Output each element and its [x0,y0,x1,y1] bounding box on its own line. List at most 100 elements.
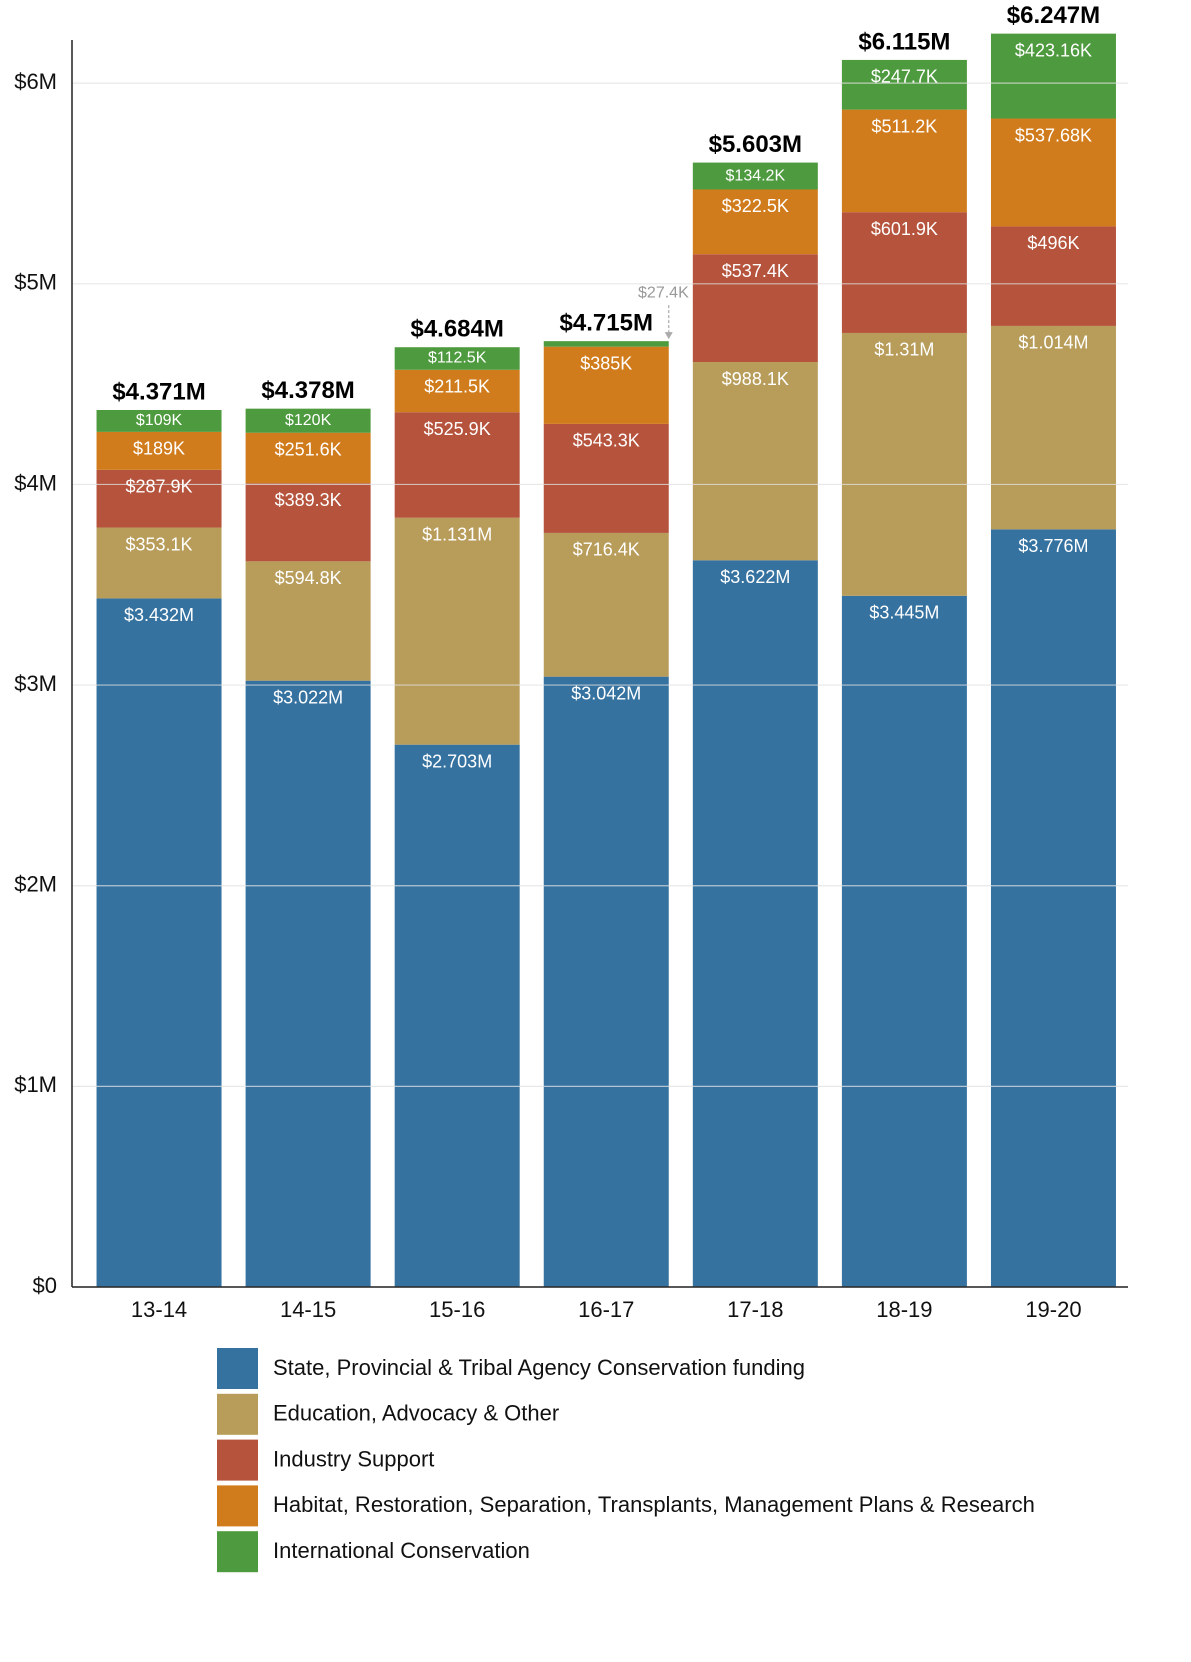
bar-segment [990,325,1116,530]
segment-label: $511.2K [872,116,938,136]
segment-label: $988.1K [722,369,789,389]
segment-label: $601.9K [871,219,938,239]
x-tick-label: 18-19 [876,1297,932,1322]
bar-segment [990,118,1116,227]
bar-segment [245,432,371,484]
segment-label: $496K [1027,233,1079,253]
y-tick-label: $0 [33,1273,57,1298]
segment-label: $385K [580,353,632,373]
segment-label: $3.445M [869,603,939,623]
bar-segment [841,595,967,1287]
segment-label: $537.4K [722,261,789,281]
total-label: $4.378M [261,377,354,404]
segment-label: $423.16K [1015,40,1092,60]
bar-segment [543,532,669,677]
bar-segment [96,410,222,432]
bar-segment [692,560,818,1287]
segment-label: $537.68K [1015,125,1092,145]
segment-label: $251.6K [275,439,342,459]
segment-label: $189K [133,439,185,459]
bar-segment [990,529,1116,1287]
total-label: $4.371M [112,378,205,405]
bar-segment [543,346,669,424]
segment-label: $1.131M [422,524,492,544]
bar-segment [96,431,222,470]
segment-label: $247.7K [871,67,938,87]
x-tick-label: 13-14 [131,1297,187,1322]
bar-segment [245,408,371,433]
bar-segment [692,162,818,190]
segment-label: $594.8K [275,568,342,588]
segment-label: $389.3K [275,490,342,510]
legend-swatch [217,1393,258,1435]
legend-label: Habitat, Restoration, Separation, Transp… [273,1492,1035,1517]
segment-label: $3.622M [720,567,790,587]
bar-segment [841,59,967,110]
bar-segment [245,680,371,1287]
bar-segment [96,469,222,528]
bar-segment [96,527,222,599]
segment-label: $3.022M [273,687,343,707]
y-tick-label: $3M [14,671,57,696]
bar-segment [841,332,967,596]
total-label: $5.603M [709,131,802,158]
bar-segment [692,254,818,363]
bar-segment [990,226,1116,326]
legend-swatch [217,1348,258,1389]
legend-label: International Conservation [273,1538,530,1563]
x-tick-label: 17-18 [727,1297,783,1322]
total-label: $6.115M [858,28,950,55]
segment-label: $120K [285,412,332,429]
bar-segment [990,33,1116,119]
legend-swatch [217,1439,258,1481]
bar-segment [841,109,967,213]
segment-label: $134.2K [726,167,786,184]
bar-segment [841,212,967,333]
bar-segment [96,598,222,1287]
total-label: $6.247M [1007,2,1100,29]
bar-segment [394,517,520,745]
total-label: $4.684M [410,316,503,343]
x-tick-label: 16-17 [578,1297,634,1322]
y-tick-label: $1M [14,1072,57,1097]
legend-label: Industry Support [273,1446,434,1471]
legend-label: Education, Advocacy & Other [273,1401,559,1426]
y-tick-label: $6M [14,69,57,94]
bar-segment [692,189,818,255]
segment-label: $3.432M [124,605,194,625]
segment-label: $2.703M [422,751,492,771]
segment-label: $525.9K [424,419,491,439]
segment-label: $3.776M [1018,536,1088,556]
segment-label: $109K [136,412,183,429]
segment-label: $211.5K [424,377,490,397]
bar-segment [692,362,818,561]
x-tick-label: 15-16 [429,1297,485,1322]
y-tick-label: $4M [14,470,57,495]
segment-label: $322.5K [722,196,789,216]
y-tick-label: $2M [14,872,57,897]
bar-segment [394,744,520,1287]
bar-segment [394,369,520,413]
bar-segment [543,676,669,1287]
bar-segment [543,341,669,347]
bar-segment [394,347,520,370]
x-tick-label: 19-20 [1025,1297,1081,1322]
legend-label: State, Provincial & Tribal Agency Conser… [273,1355,805,1380]
bar-segment [394,412,520,518]
x-tick-label: 14-15 [280,1297,336,1322]
bar-segment [543,423,669,533]
y-tick-label: $5M [14,270,57,295]
legend-swatch [217,1485,258,1527]
segment-label: $3.042M [571,683,641,703]
segment-label: $287.9K [126,477,193,497]
segment-label: $112.5K [428,350,487,367]
segment-label: $353.1K [126,534,193,554]
total-label: $4.715M [560,309,653,336]
legend-swatch [217,1531,258,1573]
segment-label: $1.31M [874,340,934,360]
segment-label: $716.4K [573,540,640,560]
segment-label: $543.3K [573,431,640,451]
bar-segment [245,561,371,681]
